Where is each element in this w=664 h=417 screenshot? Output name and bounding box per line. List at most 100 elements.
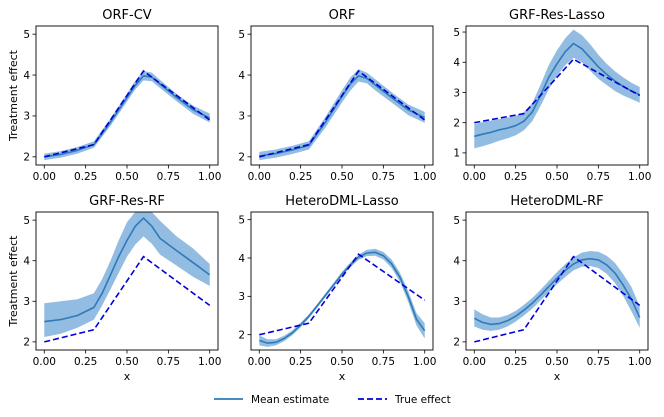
x-axis-label: x [554,370,561,383]
x-tick-label: 1.00 [413,356,436,368]
x-tick-label: 0.00 [33,356,56,368]
y-axis-label: Treatment effect [7,49,20,142]
true-effect-line [44,255,211,343]
y-tick-label: 5 [453,27,460,39]
mean-estimate-line [44,75,211,158]
panel-2: 0.00 0.25 0.50 0.75 1.00 2 3 4 5 ORF [238,8,436,183]
x-axis-label: x [124,370,131,383]
x-tick-label: 0.25 [74,171,97,183]
true-effect-line [44,69,211,158]
mean-estimate-line [474,42,641,138]
x-tick-label: 0.50 [115,171,138,183]
y-tick-label: 5 [23,29,30,41]
y-tick-label: 3 [23,111,30,123]
x-tick-label: 0.75 [372,171,395,183]
confidence-band [474,251,640,331]
axes-frame [465,25,649,166]
plot-area [259,69,426,161]
y-tick-label: 2 [23,337,30,349]
y-axis-label: Treatment effect [7,235,20,328]
y-tick-label: 2 [238,329,245,341]
panel-1: 0.00 0.25 0.50 0.75 1.00 2 3 4 5 ORF-CV Treatment … [7,8,221,183]
plot-area [44,212,211,343]
mean-estimate-line [259,75,426,157]
confidence-band [44,212,210,337]
panel-title: ORF-CV [102,8,152,23]
x-tick-label: 0.25 [74,356,97,368]
plot-area [474,29,641,149]
confidence-band [259,69,425,161]
y-tick-label: 5 [453,215,460,227]
y-tick-label: 4 [238,70,245,82]
x-tick-label: 1.00 [198,356,221,368]
x-tick-label: 1.00 [628,356,651,368]
y-tick-label: 4 [453,57,460,69]
x-tick-label: 1.00 [198,171,221,183]
panel-title: HeteroDML-RF [510,194,603,209]
plot-area [259,248,426,347]
y-tick-label: 3 [23,296,30,308]
x-tick-label: 0.00 [248,356,271,368]
confidence-band [474,29,640,149]
y-tick-label: 3 [238,111,245,123]
x-tick-label: 0.25 [289,171,312,183]
panel-3: 0.00 0.25 0.50 0.75 1.00 1 2 3 4 5 GRF-Res-Lasso [453,8,651,183]
y-tick-label: 4 [23,70,30,82]
y-tick-label: 1 [453,148,460,160]
mean-estimate-line [259,251,426,344]
x-tick-label: 0.50 [545,356,568,368]
panels: 0.00 0.25 0.50 0.75 1.00 2 3 4 5 ORF-CV Treatment … [7,8,651,383]
panel-5: 0.00 0.25 0.50 0.75 1.00 2 3 4 5 HeteroDML-Lasso x [238,194,436,383]
panel-title: GRF-Res-Lasso [509,8,605,23]
y-tick-label: 2 [453,117,460,129]
x-tick-label: 0.50 [330,356,353,368]
axes-frame [250,211,434,351]
y-tick-label: 5 [23,215,30,227]
panel-title: ORF [329,8,356,23]
x-tick-label: 0.25 [504,356,527,368]
x-axis-label: x [339,370,346,383]
true-effect-line [474,255,641,343]
x-tick-label: 0.25 [289,356,312,368]
y-tick-label: 2 [238,152,245,164]
x-tick-label: 0.75 [157,356,180,368]
x-tick-label: 0.50 [330,171,353,183]
x-tick-label: 0.00 [248,171,271,183]
panel-title: HeteroDML-Lasso [285,194,399,209]
panel-title: GRF-Res-RF [89,194,165,209]
mean-estimate-line [473,257,641,326]
x-tick-label: 0.00 [463,171,486,183]
y-tick-label: 4 [23,256,30,268]
confidence-band [259,248,425,347]
plot-area [473,251,641,343]
y-tick-label: 3 [238,291,245,303]
y-tick-label: 2 [453,337,460,349]
panel-6: 0.00 0.25 0.50 0.75 1.00 2 3 4 5 HeteroDML-RF x [453,194,651,383]
mean-estimate-line [44,217,211,323]
x-tick-label: 0.00 [463,356,486,368]
x-tick-label: 0.50 [545,171,568,183]
x-tick-label: 0.75 [157,171,180,183]
y-tick-label: 3 [453,87,460,99]
x-tick-label: 0.25 [504,171,527,183]
panel-4: 0.00 0.25 0.50 0.75 1.00 2 3 4 5 GRF-Res-RF Treatm… [7,194,221,383]
x-tick-label: 0.75 [372,356,395,368]
true-effect-line [259,253,426,336]
true-effect-line [259,69,426,158]
y-tick-label: 5 [238,29,245,41]
x-tick-label: 0.75 [587,171,610,183]
legend-mean-label: Mean estimate [251,394,329,406]
y-tick-label: 3 [453,296,460,308]
legend-true-label: True effect [394,394,451,406]
confidence-band [44,71,210,161]
x-tick-label: 1.00 [628,171,651,183]
y-tick-label: 5 [238,214,245,226]
legend: Mean estimate True effect [214,394,451,406]
y-tick-label: 4 [453,256,460,268]
plot-area [44,69,211,161]
x-tick-label: 0.75 [587,356,610,368]
x-tick-label: 0.00 [33,171,56,183]
y-tick-label: 2 [23,152,30,164]
x-tick-label: 1.00 [413,171,436,183]
